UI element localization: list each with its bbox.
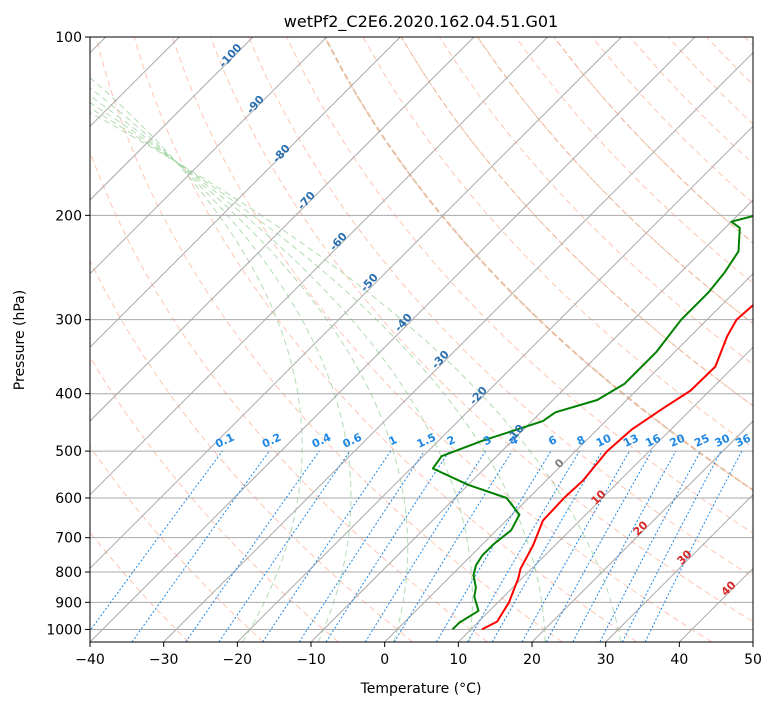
- y-tick-label: 1000: [46, 622, 82, 638]
- isotherm-line: [384, 272, 753, 642]
- isotherm-line: [90, 37, 328, 275]
- isotherm-line: [236, 125, 753, 642]
- x-axis: −40 −30 −20 −10 0 10 20 30 40 50: [75, 642, 762, 668]
- mixing-ratio-line: [325, 450, 450, 642]
- mixing-ratio-line: [521, 450, 630, 642]
- x-tick-label: 10: [449, 652, 467, 668]
- moist-adiabat-line: [90, 95, 409, 642]
- mixing-ratio-label: 13: [621, 432, 640, 450]
- mixing-ratio-line: [572, 450, 677, 642]
- moist-adiabat-line: [90, 107, 546, 642]
- mixing-ratio-line: [262, 450, 392, 642]
- moist-adiabat-line: [90, 112, 622, 642]
- isotherm-line: [605, 493, 753, 642]
- y-axis-label: Pressure (hPa): [12, 290, 28, 390]
- moist-adiabat-line: [90, 102, 473, 642]
- mixing-ratio-label: 10: [594, 431, 614, 449]
- isotherm-line: [310, 199, 753, 642]
- mixing-ratio-line: [218, 450, 351, 642]
- y-tick-label: 800: [55, 565, 82, 581]
- background-lines: [90, 37, 753, 642]
- x-tick-label: −10: [296, 652, 326, 668]
- isotherm-line: [163, 51, 753, 642]
- dry-adiabat-line: [90, 259, 414, 642]
- dry-adiabat-line: [515, 37, 753, 284]
- x-axis-label: Temperature (°C): [360, 681, 482, 697]
- y-tick-label: 300: [55, 313, 82, 329]
- mixing-ratio-line: [545, 450, 653, 642]
- mixing-ratio-label: 20: [668, 431, 688, 449]
- dry-adiabat-line: [438, 37, 753, 366]
- mixing-ratio-line: [621, 450, 722, 642]
- y-tick-label: 700: [55, 531, 82, 547]
- mixing-ratio-line: [491, 450, 603, 642]
- dewpoint-profile-line: [431, 215, 753, 631]
- chart-title: wetPf2_C2E6.2020.162.04.51.G01: [284, 12, 558, 32]
- mixing-ratio-line: [298, 450, 425, 642]
- dry-adiabat-line: [171, 37, 712, 642]
- x-tick-label: 50: [744, 652, 762, 668]
- isotherm-line: [90, 37, 549, 496]
- mixing-ratio-label: 16: [643, 431, 663, 449]
- x-tick-label: −40: [75, 652, 105, 668]
- isotherm-line: [457, 346, 753, 642]
- dry-adiabat-line: [90, 150, 488, 642]
- isotherm-line: [90, 37, 254, 201]
- y-tick-label: 900: [55, 595, 82, 611]
- mixing-ratio-line: [393, 450, 513, 642]
- mixing-ratio-label: 30: [713, 431, 733, 449]
- isotherm-line: [90, 37, 475, 422]
- mixing-ratio-label: 36: [733, 431, 753, 449]
- mixing-ratio-line: [90, 450, 223, 632]
- plot-frame: [89, 36, 754, 643]
- y-tick-label: 400: [55, 387, 82, 403]
- moist-adiabat-line: [90, 87, 352, 642]
- profile-lines: [431, 215, 753, 631]
- y-tick-label: 200: [55, 208, 82, 224]
- x-tick-label: 40: [670, 652, 688, 668]
- y-tick-label: 500: [55, 444, 82, 460]
- x-tick-label: −30: [149, 652, 179, 668]
- x-tick-label: 20: [523, 652, 541, 668]
- dry-adiabat-line: [477, 37, 753, 325]
- mixing-ratio-line: [644, 450, 743, 642]
- y-tick-label: 600: [55, 491, 82, 507]
- isotherm-line: [90, 37, 622, 570]
- isotherm-line: [90, 37, 401, 349]
- isotherm-line: [90, 37, 696, 642]
- y-tick-label: 100: [55, 30, 82, 46]
- mixing-ratio-line: [185, 450, 320, 642]
- dry-adiabat-line: [400, 37, 753, 407]
- mixing-ratio-label: 25: [692, 432, 711, 450]
- dry-adiabat-line: [90, 445, 264, 642]
- theta-e-line: [324, 37, 753, 492]
- y-axis: 1000 900 800 700 600 500 400 300 200 100: [46, 30, 90, 638]
- mixing-ratio-line: [131, 450, 270, 642]
- dry-adiabat-line: [90, 356, 339, 642]
- isotherm-line: [531, 420, 753, 642]
- x-tick-label: 0: [380, 652, 389, 668]
- x-tick-label: −20: [223, 652, 253, 668]
- temperature-profile-line: [481, 303, 753, 631]
- x-tick-label: 30: [597, 652, 615, 668]
- dry-adiabat-line: [95, 37, 563, 642]
- dry-adiabat-line: [210, 37, 753, 623]
